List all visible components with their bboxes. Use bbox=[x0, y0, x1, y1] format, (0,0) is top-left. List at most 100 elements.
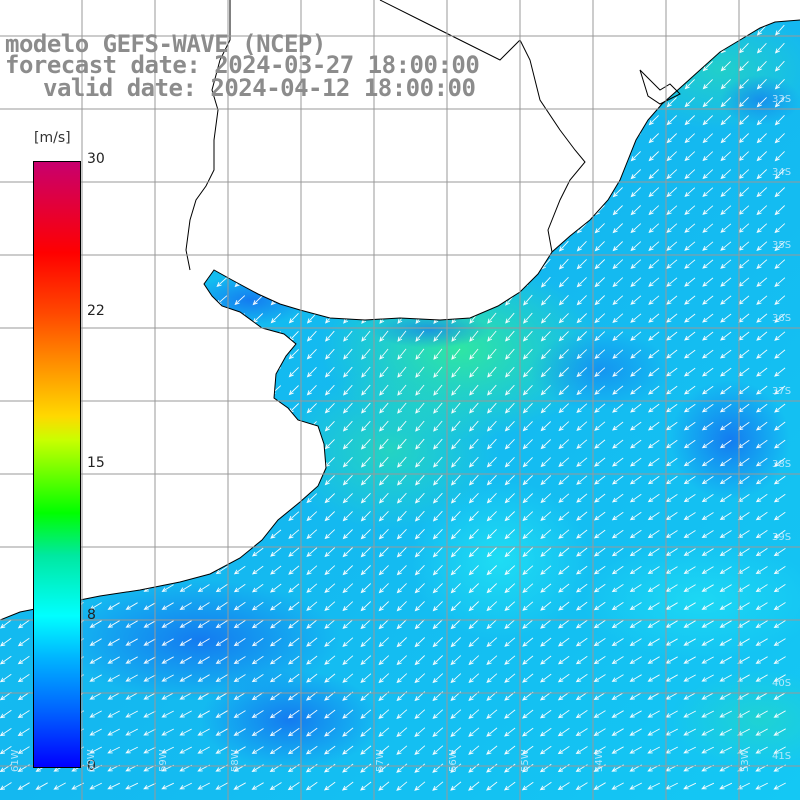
wind-arrow bbox=[720, 115, 732, 126]
wind-arrow bbox=[360, 637, 372, 648]
wind-arrow bbox=[647, 674, 660, 682]
wind-arrow bbox=[665, 475, 678, 485]
wind-arrow bbox=[666, 295, 678, 305]
wind-arrow bbox=[396, 583, 407, 594]
wind-arrow bbox=[576, 511, 588, 521]
wind-arrow bbox=[504, 420, 515, 432]
wind-arrow bbox=[324, 727, 336, 737]
wind-arrow bbox=[468, 655, 480, 666]
wind-arrow bbox=[324, 655, 336, 665]
wind-arrow bbox=[397, 438, 407, 450]
wind-arrow bbox=[233, 674, 246, 683]
wind-arrow bbox=[397, 348, 407, 360]
wind-arrow bbox=[451, 384, 461, 396]
wind-arrow bbox=[233, 782, 246, 790]
wind-arrow bbox=[647, 439, 660, 449]
wind-arrow bbox=[17, 674, 30, 683]
wind-arrow bbox=[17, 619, 30, 629]
wind-arrow bbox=[396, 565, 407, 576]
wind-arrow bbox=[755, 692, 768, 700]
wind-arrow bbox=[774, 151, 785, 162]
wind-arrow bbox=[773, 584, 786, 593]
wind-arrow bbox=[361, 384, 371, 396]
wind-arrow bbox=[469, 438, 479, 450]
wind-arrow bbox=[775, 24, 785, 36]
wind-arrow bbox=[540, 601, 552, 611]
wind-arrow bbox=[360, 510, 371, 522]
wind-arrow bbox=[647, 421, 660, 431]
wind-arrow bbox=[179, 602, 192, 610]
wind-arrow bbox=[648, 115, 659, 126]
wind-arrow bbox=[719, 746, 733, 754]
wind-arrow bbox=[215, 782, 228, 790]
wind-arrow bbox=[432, 564, 443, 576]
wind-arrow bbox=[611, 692, 624, 700]
wind-arrow bbox=[719, 656, 732, 664]
wind-arrow bbox=[683, 403, 696, 413]
wind-arrow bbox=[288, 529, 300, 539]
wind-arrow bbox=[755, 674, 768, 682]
wind-arrow bbox=[773, 511, 786, 521]
wind-arrow bbox=[378, 745, 390, 755]
wind-arrow bbox=[701, 530, 714, 539]
wind-arrow bbox=[522, 511, 534, 522]
lon-label-61w: 61W bbox=[10, 749, 21, 772]
lon-label-54w: 54W bbox=[594, 749, 605, 772]
wind-arrow bbox=[593, 511, 606, 521]
wind-arrow bbox=[683, 782, 697, 790]
wind-arrow bbox=[143, 728, 157, 736]
colorbar bbox=[33, 161, 81, 768]
wind-arrow bbox=[432, 637, 444, 648]
wind-arrow bbox=[684, 151, 696, 162]
wind-arrow bbox=[629, 493, 642, 503]
wind-arrow bbox=[469, 330, 479, 342]
wind-arrow bbox=[523, 294, 533, 306]
wind-arrow bbox=[630, 367, 642, 377]
wind-arrow bbox=[522, 601, 534, 611]
wind-arrow bbox=[630, 313, 642, 323]
wind-arrow bbox=[558, 240, 569, 252]
wind-arrow bbox=[486, 781, 498, 791]
wind-arrow bbox=[468, 528, 479, 540]
wind-arrow bbox=[451, 348, 461, 360]
lat-label-40s: 40S bbox=[772, 678, 792, 689]
wind-arrow bbox=[558, 601, 570, 611]
wind-arrow bbox=[215, 638, 228, 647]
wind-arrow bbox=[415, 348, 425, 360]
wind-arrow bbox=[575, 601, 588, 611]
wind-arrow bbox=[233, 583, 246, 593]
wind-arrow bbox=[360, 583, 372, 594]
wind-arrow bbox=[629, 782, 643, 790]
wind-arrow bbox=[755, 746, 768, 754]
wind-arrow bbox=[342, 402, 353, 414]
wind-arrow bbox=[504, 673, 516, 683]
wind-arrow bbox=[648, 187, 660, 198]
wind-arrow bbox=[89, 638, 102, 646]
wind-arrow bbox=[288, 619, 300, 629]
wind-arrow bbox=[611, 547, 624, 557]
wind-arrow bbox=[324, 366, 335, 378]
wind-arrow bbox=[288, 511, 300, 521]
wind-arrow bbox=[666, 223, 678, 233]
wind-arrow bbox=[469, 384, 479, 396]
wind-arrow bbox=[648, 295, 660, 305]
wind-arrow bbox=[612, 205, 623, 216]
wind-arrow bbox=[378, 709, 390, 719]
wind-arrow bbox=[396, 709, 408, 719]
wind-arrow bbox=[683, 494, 696, 503]
wind-arrow bbox=[521, 781, 534, 791]
wind-arrow bbox=[287, 709, 300, 719]
wind-arrow bbox=[593, 565, 606, 575]
wind-arrow bbox=[720, 241, 732, 251]
wind-arrow bbox=[504, 438, 515, 450]
wind-arrow bbox=[720, 331, 732, 341]
wind-arrow bbox=[251, 583, 264, 593]
wind-arrow bbox=[433, 456, 443, 468]
wind-arrow bbox=[647, 710, 660, 718]
wind-arrow bbox=[270, 547, 282, 557]
wind-arrow bbox=[557, 782, 570, 791]
wind-arrow bbox=[774, 295, 786, 305]
wind-arrow bbox=[558, 421, 570, 432]
wind-arrow bbox=[288, 367, 299, 378]
wind-arrow bbox=[720, 61, 731, 72]
